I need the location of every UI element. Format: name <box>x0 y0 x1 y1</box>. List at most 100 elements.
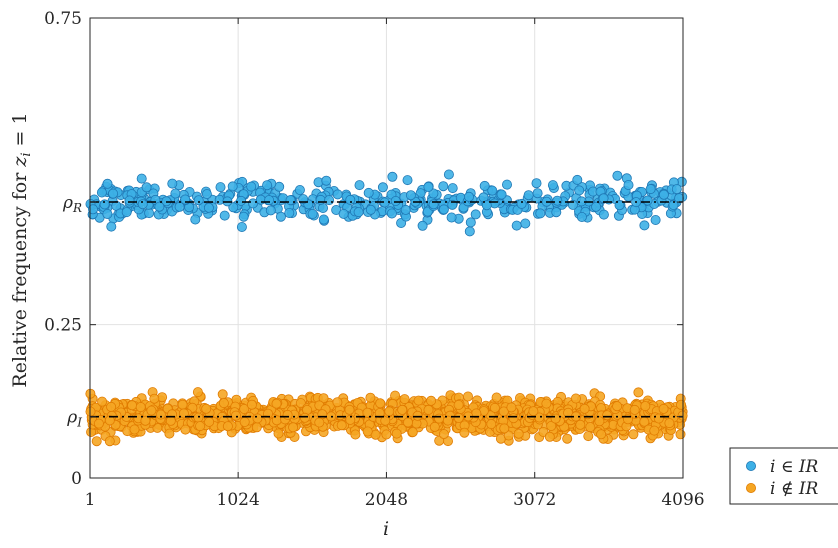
point-0-325 <box>284 207 295 218</box>
point-1-1263 <box>423 404 434 415</box>
point-1-1435 <box>93 418 104 429</box>
point-1-1395 <box>453 399 464 410</box>
point-1-1475 <box>222 421 233 432</box>
point-0-197 <box>236 221 247 232</box>
point-1-1498 <box>345 414 356 425</box>
point-0-331 <box>387 171 398 182</box>
point-0-247 <box>228 202 239 213</box>
point-0-462 <box>170 188 181 199</box>
y-axis-title: Relative frequency for zi = 1 <box>9 112 34 387</box>
point-1-1182 <box>491 392 502 403</box>
point-1-1370 <box>127 400 138 411</box>
point-1-1118 <box>149 393 160 404</box>
point-1-1285 <box>374 408 385 419</box>
point-1-1489 <box>314 417 325 428</box>
point-0-413 <box>315 194 326 205</box>
point-0-437 <box>481 200 492 211</box>
point-0-463 <box>446 212 457 223</box>
point-0-434 <box>405 190 416 201</box>
point-0-466 <box>124 195 135 206</box>
x-tick-label-3: 3072 <box>513 490 556 510</box>
point-0-436 <box>262 180 273 191</box>
point-1-1244 <box>201 403 212 414</box>
point-1-1411 <box>129 424 140 435</box>
point-0-451 <box>193 195 204 206</box>
point-0-464 <box>614 200 625 211</box>
point-0-445 <box>255 194 266 205</box>
point-0-475 <box>591 201 602 212</box>
y-axis-title-var: z <box>9 156 31 168</box>
point-1-1368 <box>489 402 500 413</box>
point-1-1449 <box>332 397 343 408</box>
point-1-1121 <box>513 428 524 439</box>
point-0-208 <box>102 178 113 189</box>
point-1-1463 <box>362 426 373 437</box>
point-1-1441 <box>391 428 402 439</box>
point-1-1471 <box>251 422 262 433</box>
point-1-198 <box>633 387 644 398</box>
point-1-1452 <box>594 416 605 427</box>
point-1-1472 <box>579 403 590 414</box>
point-0-318 <box>377 182 388 193</box>
point-0-44 <box>531 178 542 189</box>
point-0-391 <box>338 208 349 219</box>
point-0-477 <box>264 195 275 206</box>
point-0-261 <box>479 180 490 191</box>
point-1-1237 <box>570 393 581 404</box>
point-1-1385 <box>503 430 514 441</box>
y-tick-label-1: 0.25 <box>44 316 82 336</box>
point-0-363 <box>487 185 498 196</box>
point-1-1458 <box>442 415 453 426</box>
point-0-455 <box>285 195 296 206</box>
point-1-1432 <box>402 417 413 428</box>
point-1-1483 <box>453 412 464 423</box>
point-1-717 <box>192 387 203 398</box>
point-0-361 <box>551 207 562 218</box>
point-1-1335 <box>336 420 347 431</box>
point-0-444 <box>535 208 546 219</box>
point-1-1404 <box>629 404 640 415</box>
point-0-432 <box>363 187 374 198</box>
point-0-384 <box>390 195 401 206</box>
point-1-1316 <box>429 421 440 432</box>
point-0-418 <box>423 181 434 192</box>
point-1-1280 <box>381 429 392 440</box>
point-1-1383 <box>299 412 310 423</box>
point-0-367 <box>668 199 679 210</box>
x-axis-title: i <box>383 518 389 540</box>
point-1-1457 <box>97 396 108 407</box>
legend-marker-1 <box>746 482 757 493</box>
point-1-1433 <box>155 409 166 420</box>
point-1-1454 <box>534 412 545 423</box>
point-1-1465 <box>602 410 613 421</box>
point-0-329 <box>438 181 449 192</box>
point-0-138 <box>417 220 428 231</box>
point-1-1362 <box>384 406 395 417</box>
point-1-1459 <box>140 415 151 426</box>
y-axis-ticks: 0 0.25 ρR 0.75 ρI <box>44 9 683 489</box>
point-0-470 <box>574 185 585 196</box>
point-1-1277 <box>546 420 557 431</box>
y-axis-title-eq: = 1 <box>9 112 31 152</box>
point-1-1491 <box>575 419 586 430</box>
point-1-1387 <box>362 407 373 418</box>
point-0-288 <box>294 184 305 195</box>
point-0-409 <box>650 214 661 225</box>
point-0-359 <box>108 188 119 199</box>
point-1-1485 <box>193 412 204 423</box>
point-0-457 <box>671 184 682 195</box>
point-1-1220 <box>295 398 306 409</box>
point-1-663 <box>438 429 449 440</box>
point-0-116 <box>511 220 522 231</box>
point-1-1446 <box>508 413 519 424</box>
point-0-60 <box>215 182 226 193</box>
point-0-343 <box>332 189 343 200</box>
point-0-140 <box>190 214 201 225</box>
point-1-666 <box>407 427 418 438</box>
series-1 <box>85 387 688 447</box>
point-0-294 <box>639 220 650 231</box>
point-0-238 <box>465 217 476 228</box>
point-0-399 <box>265 205 276 216</box>
point-1-1467 <box>350 429 361 440</box>
point-1-1468 <box>499 423 510 434</box>
